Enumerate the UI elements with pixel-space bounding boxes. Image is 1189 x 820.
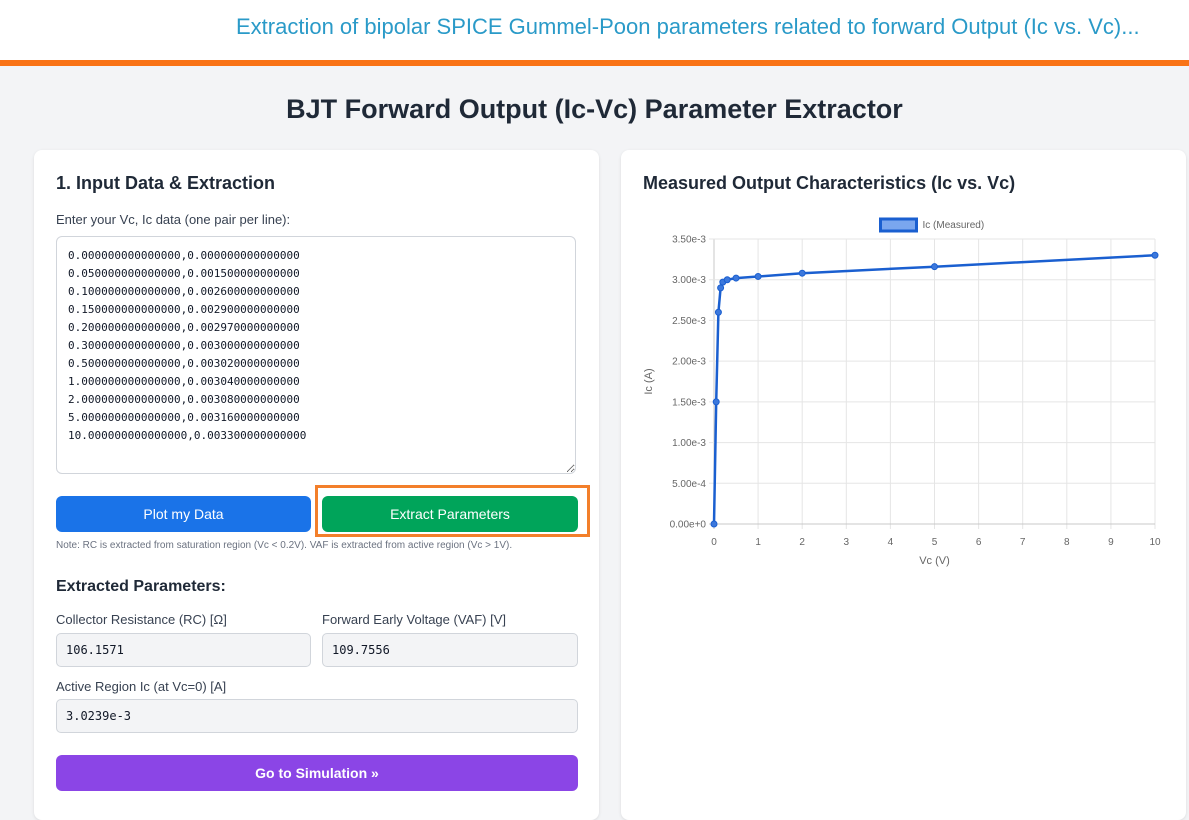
data-point — [712, 398, 720, 406]
x-tick-label: 9 — [1108, 537, 1114, 548]
data-point — [1151, 251, 1159, 259]
go-to-simulation-button[interactable]: Go to Simulation » — [56, 755, 578, 791]
data-point — [714, 308, 722, 316]
data-textarea[interactable]: 0.000000000000000,0.000000000000000 0.05… — [56, 236, 576, 474]
extracted-parameters-title: Extracted Parameters: — [56, 578, 226, 595]
y-tick-label: 2.00e-3 — [672, 357, 706, 368]
y-axis-title: Ic (A) — [643, 368, 655, 394]
x-axis-title: Vc (V) — [919, 555, 950, 567]
data-point — [710, 520, 718, 528]
x-tick-label: 6 — [976, 537, 982, 548]
x-tick-label: 4 — [888, 537, 894, 548]
output-characteristics-chart: 0 1 2 3 4 5 6 7 8 9 10 0.00e+0 5.00e-4 1.00e-3 1.50e-3… — [643, 217, 1161, 567]
page-title: BJT Forward Output (Ic-Vc) Parameter Ext… — [286, 94, 903, 124]
rc-label: Collector Resistance (RC) [Ω] — [56, 612, 227, 627]
data-point — [723, 276, 731, 284]
data-point — [732, 274, 740, 282]
x-tick-label: 3 — [844, 537, 850, 548]
extract-button-highlight — [315, 485, 590, 537]
data-point — [931, 263, 938, 271]
x-tick-label: 7 — [1020, 537, 1026, 548]
extraction-note: Note: RC is extracted from saturation re… — [56, 540, 513, 551]
x-tick-label: 2 — [799, 537, 805, 548]
x-tick-label: 1 — [755, 537, 761, 548]
legend-swatch — [879, 217, 918, 233]
data-point — [798, 269, 806, 277]
data-point — [717, 284, 725, 292]
vaf-field[interactable]: 109.7556 — [322, 633, 578, 667]
extract-parameters-button[interactable]: Extract Parameters — [322, 496, 578, 532]
vaf-label: Forward Early Voltage (VAF) [V] — [322, 612, 506, 627]
y-tick-label: 1.00e-3 — [672, 438, 706, 449]
chart-panel-title: Measured Output Characteristics (Ic vs. … — [643, 173, 1016, 193]
y-tick-label: 3.50e-3 — [672, 235, 706, 246]
document-title: Extraction of bipolar SPICE Gummel-Poon … — [236, 14, 1140, 39]
data-textarea-label: Enter your Vc, Ic data (one pair per lin… — [56, 212, 291, 227]
x-tick-label: 10 — [1149, 537, 1161, 548]
x-tick-label: 0 — [711, 537, 717, 548]
ic-field[interactable]: 3.0239e-3 — [56, 699, 578, 733]
data-point — [754, 272, 762, 280]
y-tick-label: 2.50e-3 — [672, 316, 706, 327]
input-panel: 1. Input Data & Extraction Enter your Vc… — [34, 150, 599, 820]
x-tick-label: 5 — [932, 537, 938, 548]
y-tick-label: 3.00e-3 — [672, 275, 706, 286]
y-tick-label: 0.00e+0 — [670, 520, 707, 531]
ic-label: Active Region Ic (at Vc=0) [A] — [56, 679, 227, 694]
y-tick-label: 5.00e-4 — [672, 479, 706, 490]
rc-field[interactable]: 106.1571 — [56, 633, 311, 667]
legend-label: Ic (Measured) — [923, 220, 985, 231]
top-bar: Extraction of bipolar SPICE Gummel-Poon … — [0, 0, 1189, 66]
y-tick-label: 1.50e-3 — [672, 397, 706, 408]
chart-panel: Measured Output Characteristics (Ic vs. … — [621, 150, 1186, 820]
x-tick-label: 8 — [1064, 537, 1070, 548]
plot-data-button[interactable]: Plot my Data — [56, 496, 311, 532]
input-panel-title: 1. Input Data & Extraction — [56, 173, 276, 193]
